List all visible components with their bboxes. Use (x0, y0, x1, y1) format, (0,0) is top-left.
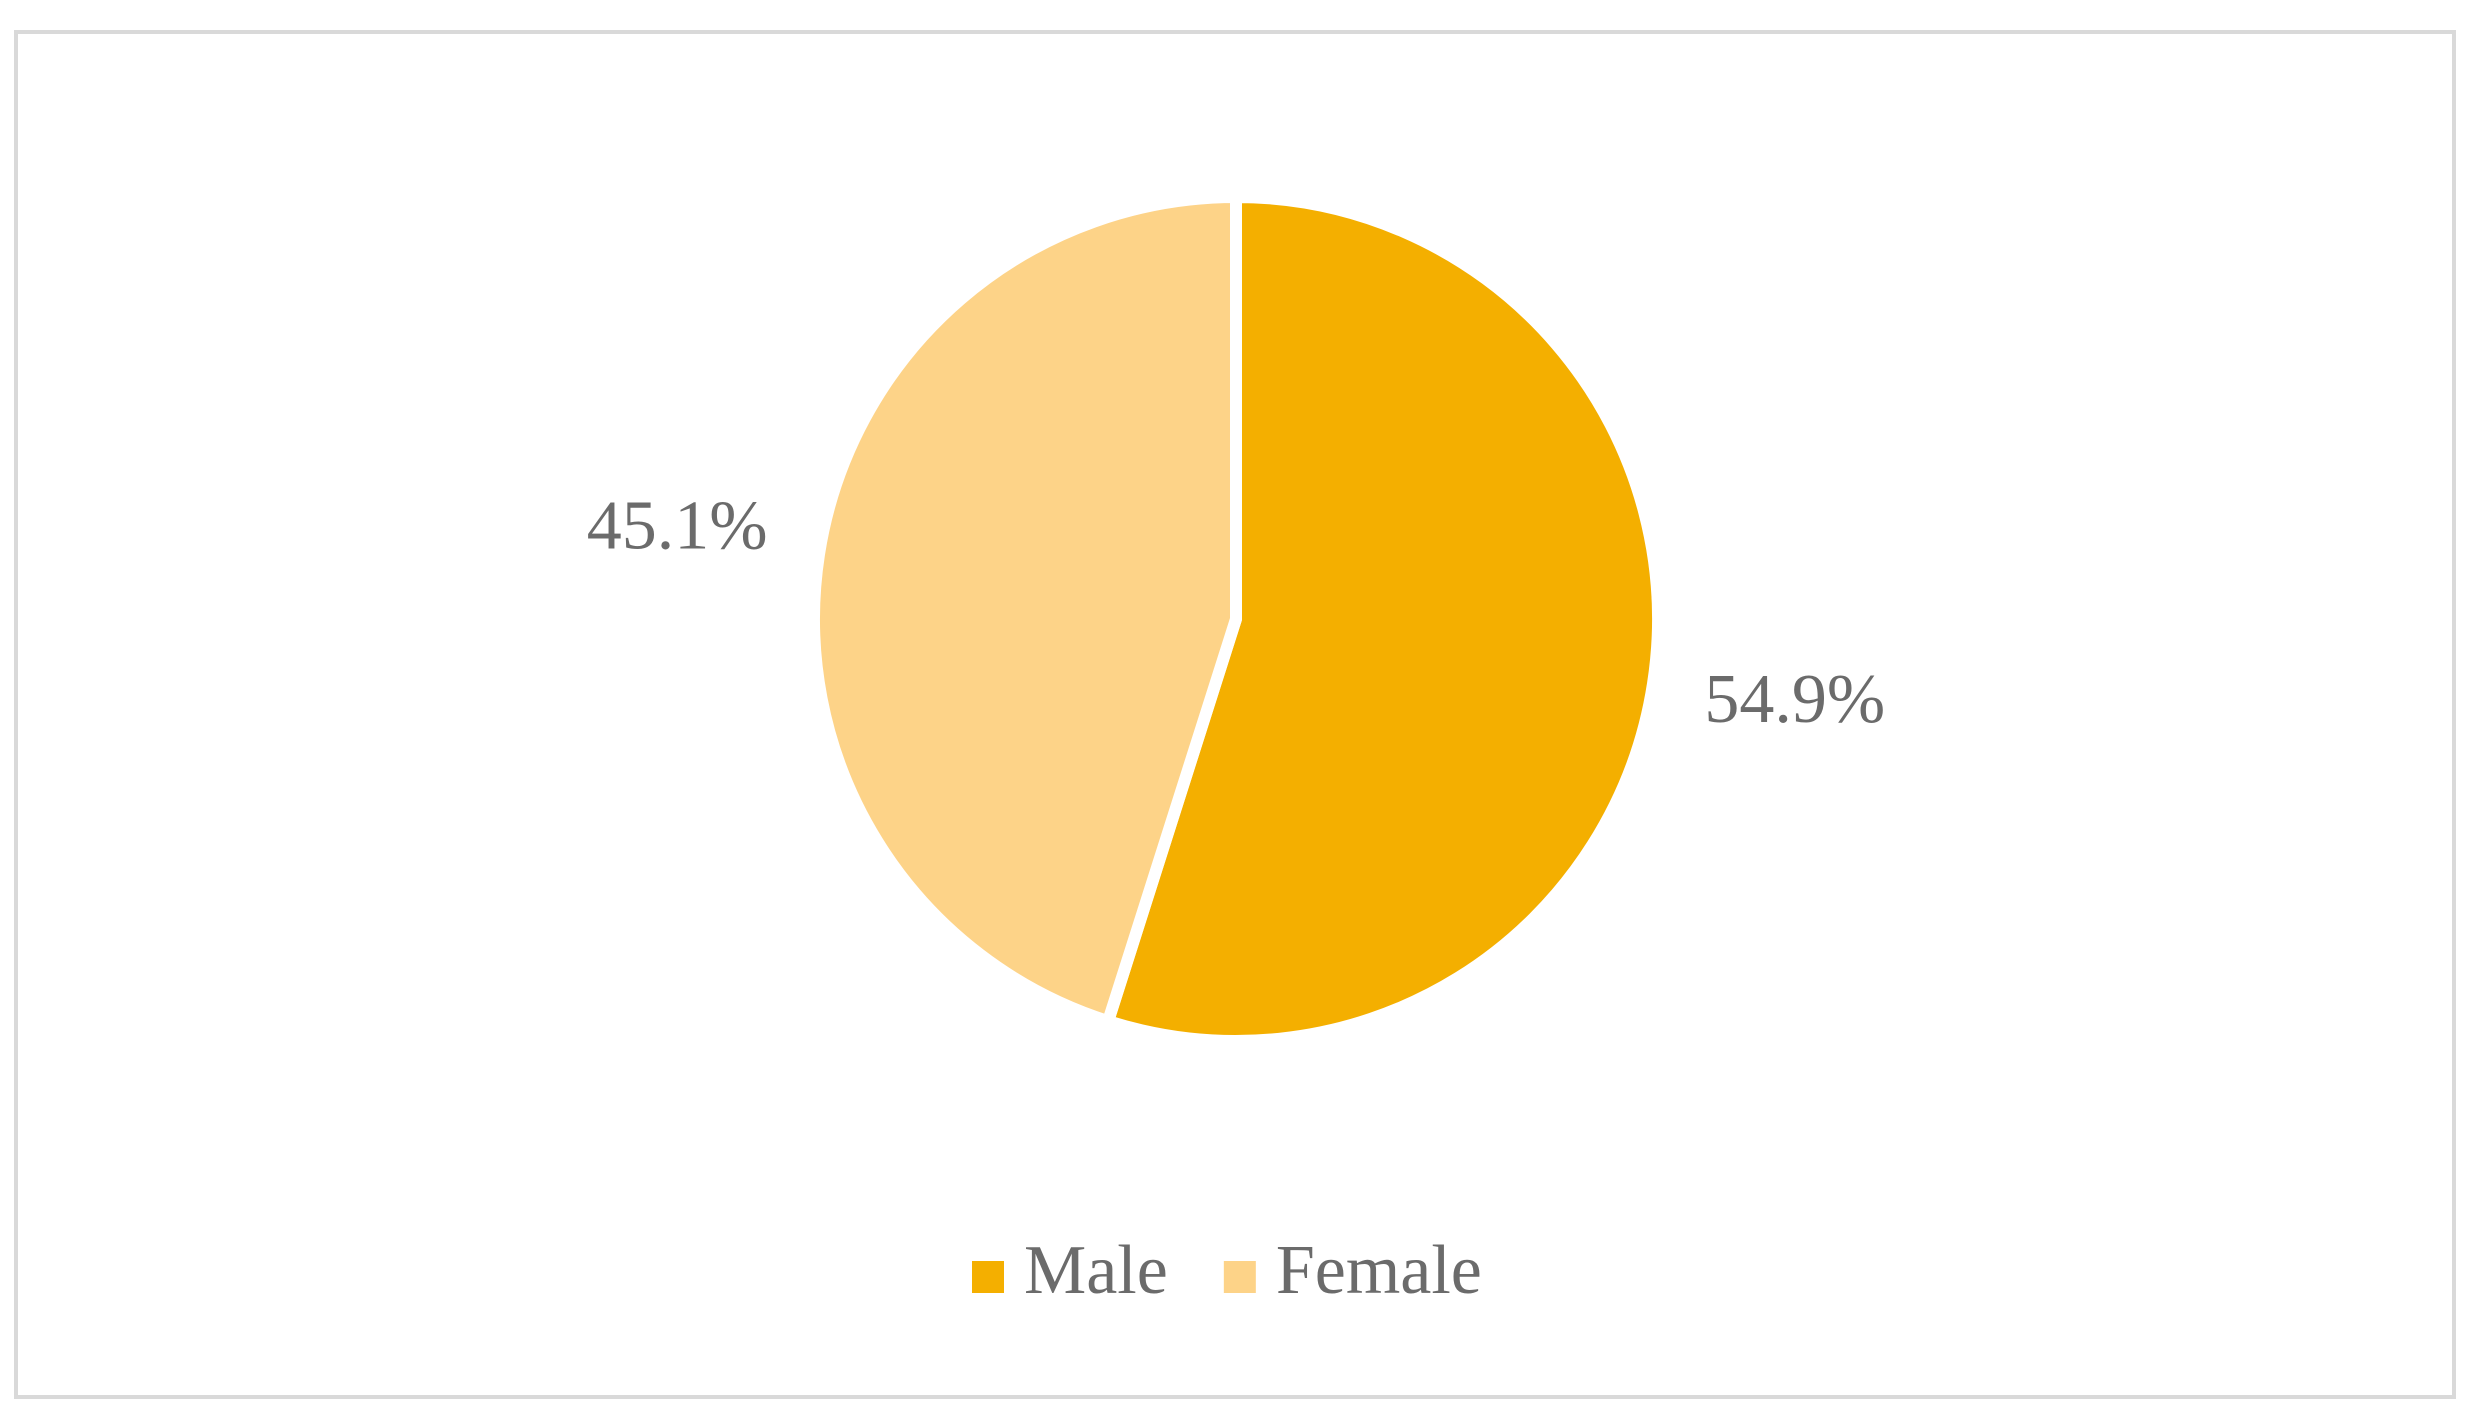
legend-swatch (1223, 1261, 1256, 1293)
legend-label: Male (1024, 1232, 1168, 1309)
data-label: 54.9% (1704, 661, 1885, 738)
data-label: 45.1% (587, 487, 768, 564)
pie-slice (1102, 191, 1664, 1047)
legend-label: Female (1276, 1232, 1482, 1309)
pie-slice (808, 191, 1242, 1028)
legend-swatch (972, 1261, 1004, 1293)
